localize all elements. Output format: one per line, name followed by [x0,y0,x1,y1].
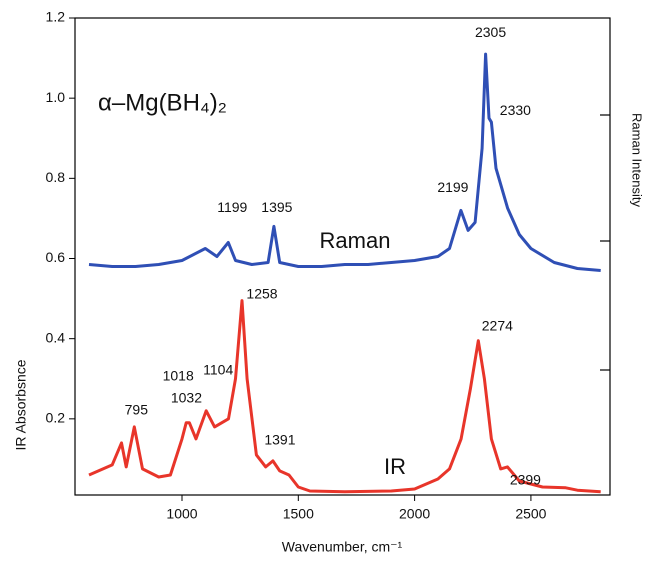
y-tick-label: 1.0 [46,89,66,105]
y-tick-label: 1.2 [46,9,66,25]
peak-label: 1258 [246,285,277,301]
x-tick-label: 1000 [166,506,197,522]
peak-label: 1104 [203,362,233,378]
y-axis-label: IR Absorbsnce [13,359,29,450]
x-tick-label: 2500 [515,506,546,522]
x-axis-label: Wavenumber, cm⁻¹ [282,539,403,555]
plot-frame [74,17,611,496]
y-tick-label: 0.4 [46,329,66,345]
peak-label: 2305 [475,24,506,40]
series-label: Raman [320,228,391,253]
spectrum-line [88,52,601,272]
peak-label: 2274 [482,317,513,333]
peak-label: 1199 [217,199,247,215]
peak-label: 1395 [261,199,292,215]
y-tick-label: 0.6 [46,249,66,265]
y2-axis-label: Raman Intensity [630,113,645,207]
peak-label: 1391 [264,432,295,448]
peak-label: 2330 [500,102,531,118]
x-tick-label: 2000 [399,506,430,522]
peak-label: 1032 [171,390,202,406]
y-tick-label: 0.8 [46,169,66,185]
x-tick-label: 1500 [283,506,314,522]
y-tick-label: 0.2 [46,410,66,426]
peak-label: 2199 [437,179,468,195]
peak-label: 2399 [510,472,541,488]
peak-label: 795 [125,402,149,418]
peak-label: 1018 [163,368,194,384]
spectrum-line [88,299,601,494]
series-label: IR [384,454,406,479]
compound-title: α–Mg(BH₄)₂ [98,89,227,116]
